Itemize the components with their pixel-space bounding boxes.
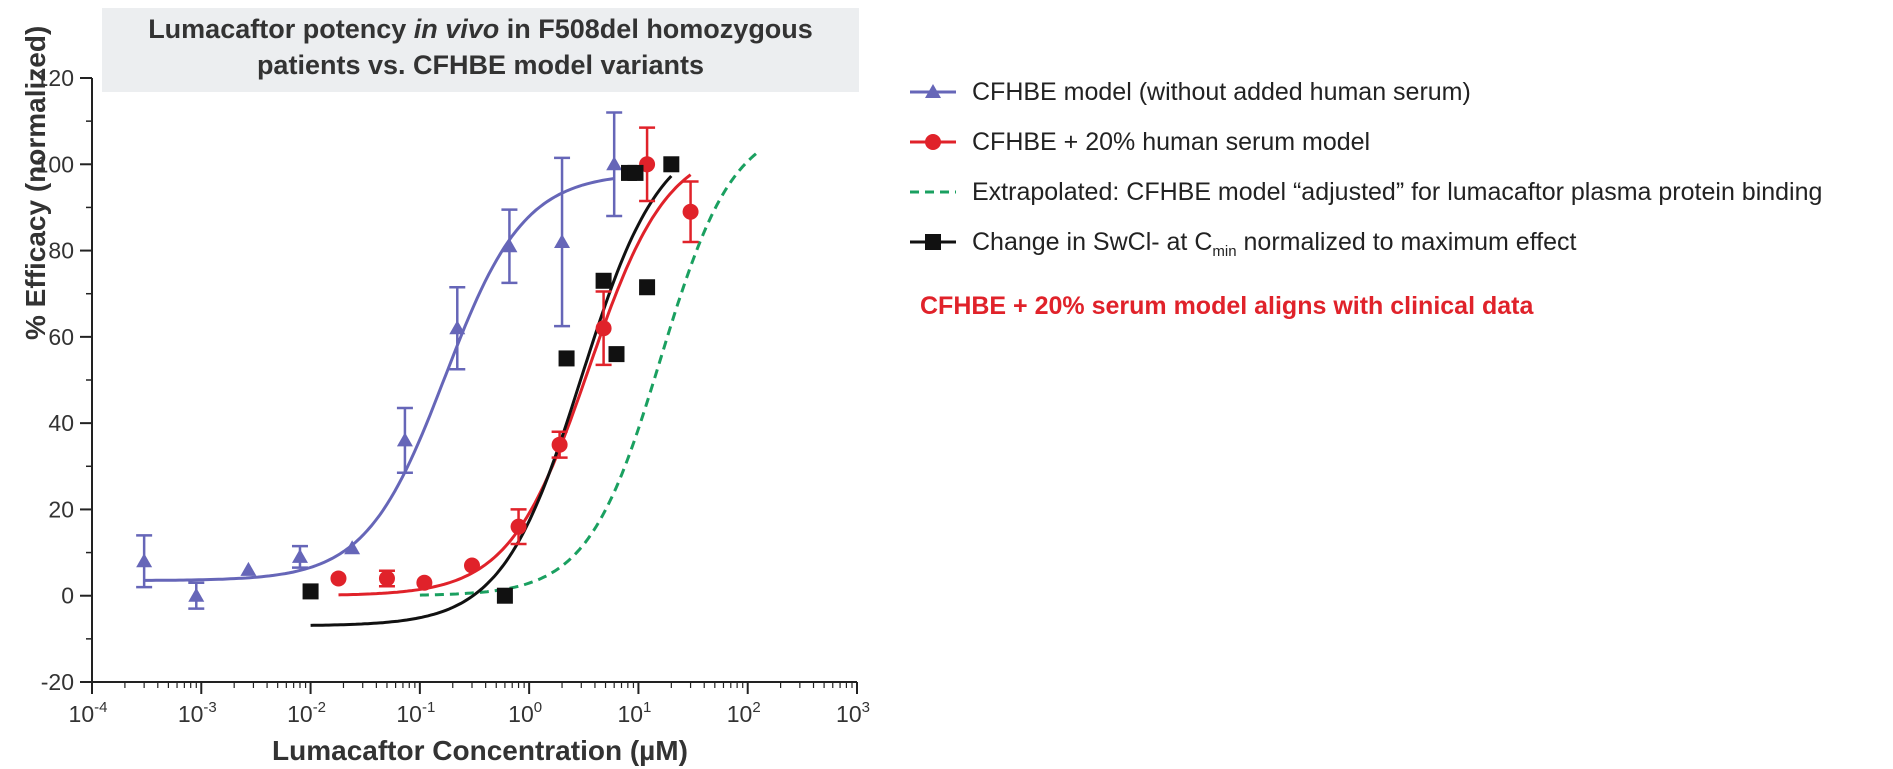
fit-curve-series-3 (310, 174, 673, 627)
y-axis-label: % Efficacy (normalized) (20, 25, 51, 340)
data-point-square (558, 350, 575, 367)
data-point-triangle (606, 156, 623, 171)
data-point-triangle (240, 561, 257, 576)
data-point-square (663, 156, 680, 173)
data-point-square (639, 279, 656, 296)
legend-swatch-square (910, 234, 956, 250)
data-point-triangle (344, 540, 361, 555)
data-point-triangle (291, 548, 308, 563)
title-line-2: patients vs. CFHBE model variants (256, 50, 705, 80)
data-point-square (608, 346, 625, 363)
data-point-square (925, 234, 941, 250)
y-tick-label: 0 (61, 583, 74, 609)
data-point-triangle (449, 320, 466, 335)
x-tick-label: 103 (836, 699, 870, 727)
title-line-1: Lumacaftor potency in vivo in F508del ho… (148, 14, 813, 44)
y-tick-label: 40 (48, 410, 74, 436)
data-point-square (302, 583, 319, 600)
data-point-circle (925, 134, 941, 150)
legend-label: CFHBE + 20% human serum model (972, 128, 1371, 156)
y-tick-label: 100 (36, 151, 74, 177)
fit-curve-series-0 (144, 177, 615, 582)
x-tick-label: 10-2 (287, 699, 326, 727)
fit-curve-series-2 (419, 152, 758, 597)
legend-label: Extrapolated: CFHBE model “adjusted” for… (972, 178, 1823, 206)
legend-label: CFHBE model (without added human serum) (972, 78, 1471, 106)
x-tick-label: 10-3 (178, 699, 217, 727)
data-point-triangle (188, 587, 205, 602)
annotation-callout: CFHBE + 20% serum model aligns with clin… (920, 292, 1534, 320)
legend-swatch-circle (910, 134, 956, 150)
x-tick-label: 10-1 (396, 699, 435, 727)
fit-curve-series-1 (338, 173, 692, 597)
legend-swatch-dashed (910, 190, 956, 194)
y-tick-label: 60 (48, 324, 74, 350)
y-tick-label: -20 (41, 669, 74, 695)
data-point-circle (595, 320, 612, 337)
data-point-circle (463, 557, 480, 574)
y-tick-label: 80 (48, 238, 74, 264)
data-point-circle (510, 518, 527, 535)
x-axis-label: Lumacaftor Concentration (µM) (272, 735, 688, 766)
x-tick-label: 102 (727, 699, 761, 727)
y-tick-label: 20 (48, 496, 74, 522)
data-point-triangle (925, 84, 941, 98)
data-point-square (595, 272, 612, 289)
data-point-square (627, 164, 644, 181)
y-tick-label: 120 (36, 65, 74, 91)
data-point-square (496, 587, 513, 604)
chart-title: Lumacaftor potency in vivo in F508del ho… (102, 11, 859, 83)
x-tick-label: 101 (617, 699, 651, 727)
data-point-circle (682, 203, 699, 220)
data-point-circle (378, 570, 395, 587)
data-point-triangle (554, 233, 571, 248)
data-point-triangle (396, 432, 413, 447)
data-point-triangle (136, 553, 153, 568)
data-point-circle (330, 570, 347, 587)
title-background (102, 8, 859, 92)
legend-label: Change in SwCl- at Cmin normalized to ma… (972, 228, 1577, 260)
data-point-circle (416, 574, 433, 591)
data-point-circle (551, 436, 568, 453)
data-point-triangle (501, 238, 518, 253)
x-tick-label: 10-4 (69, 699, 108, 727)
legend-swatch-triangle (910, 84, 956, 98)
x-tick-label: 100 (508, 699, 542, 727)
